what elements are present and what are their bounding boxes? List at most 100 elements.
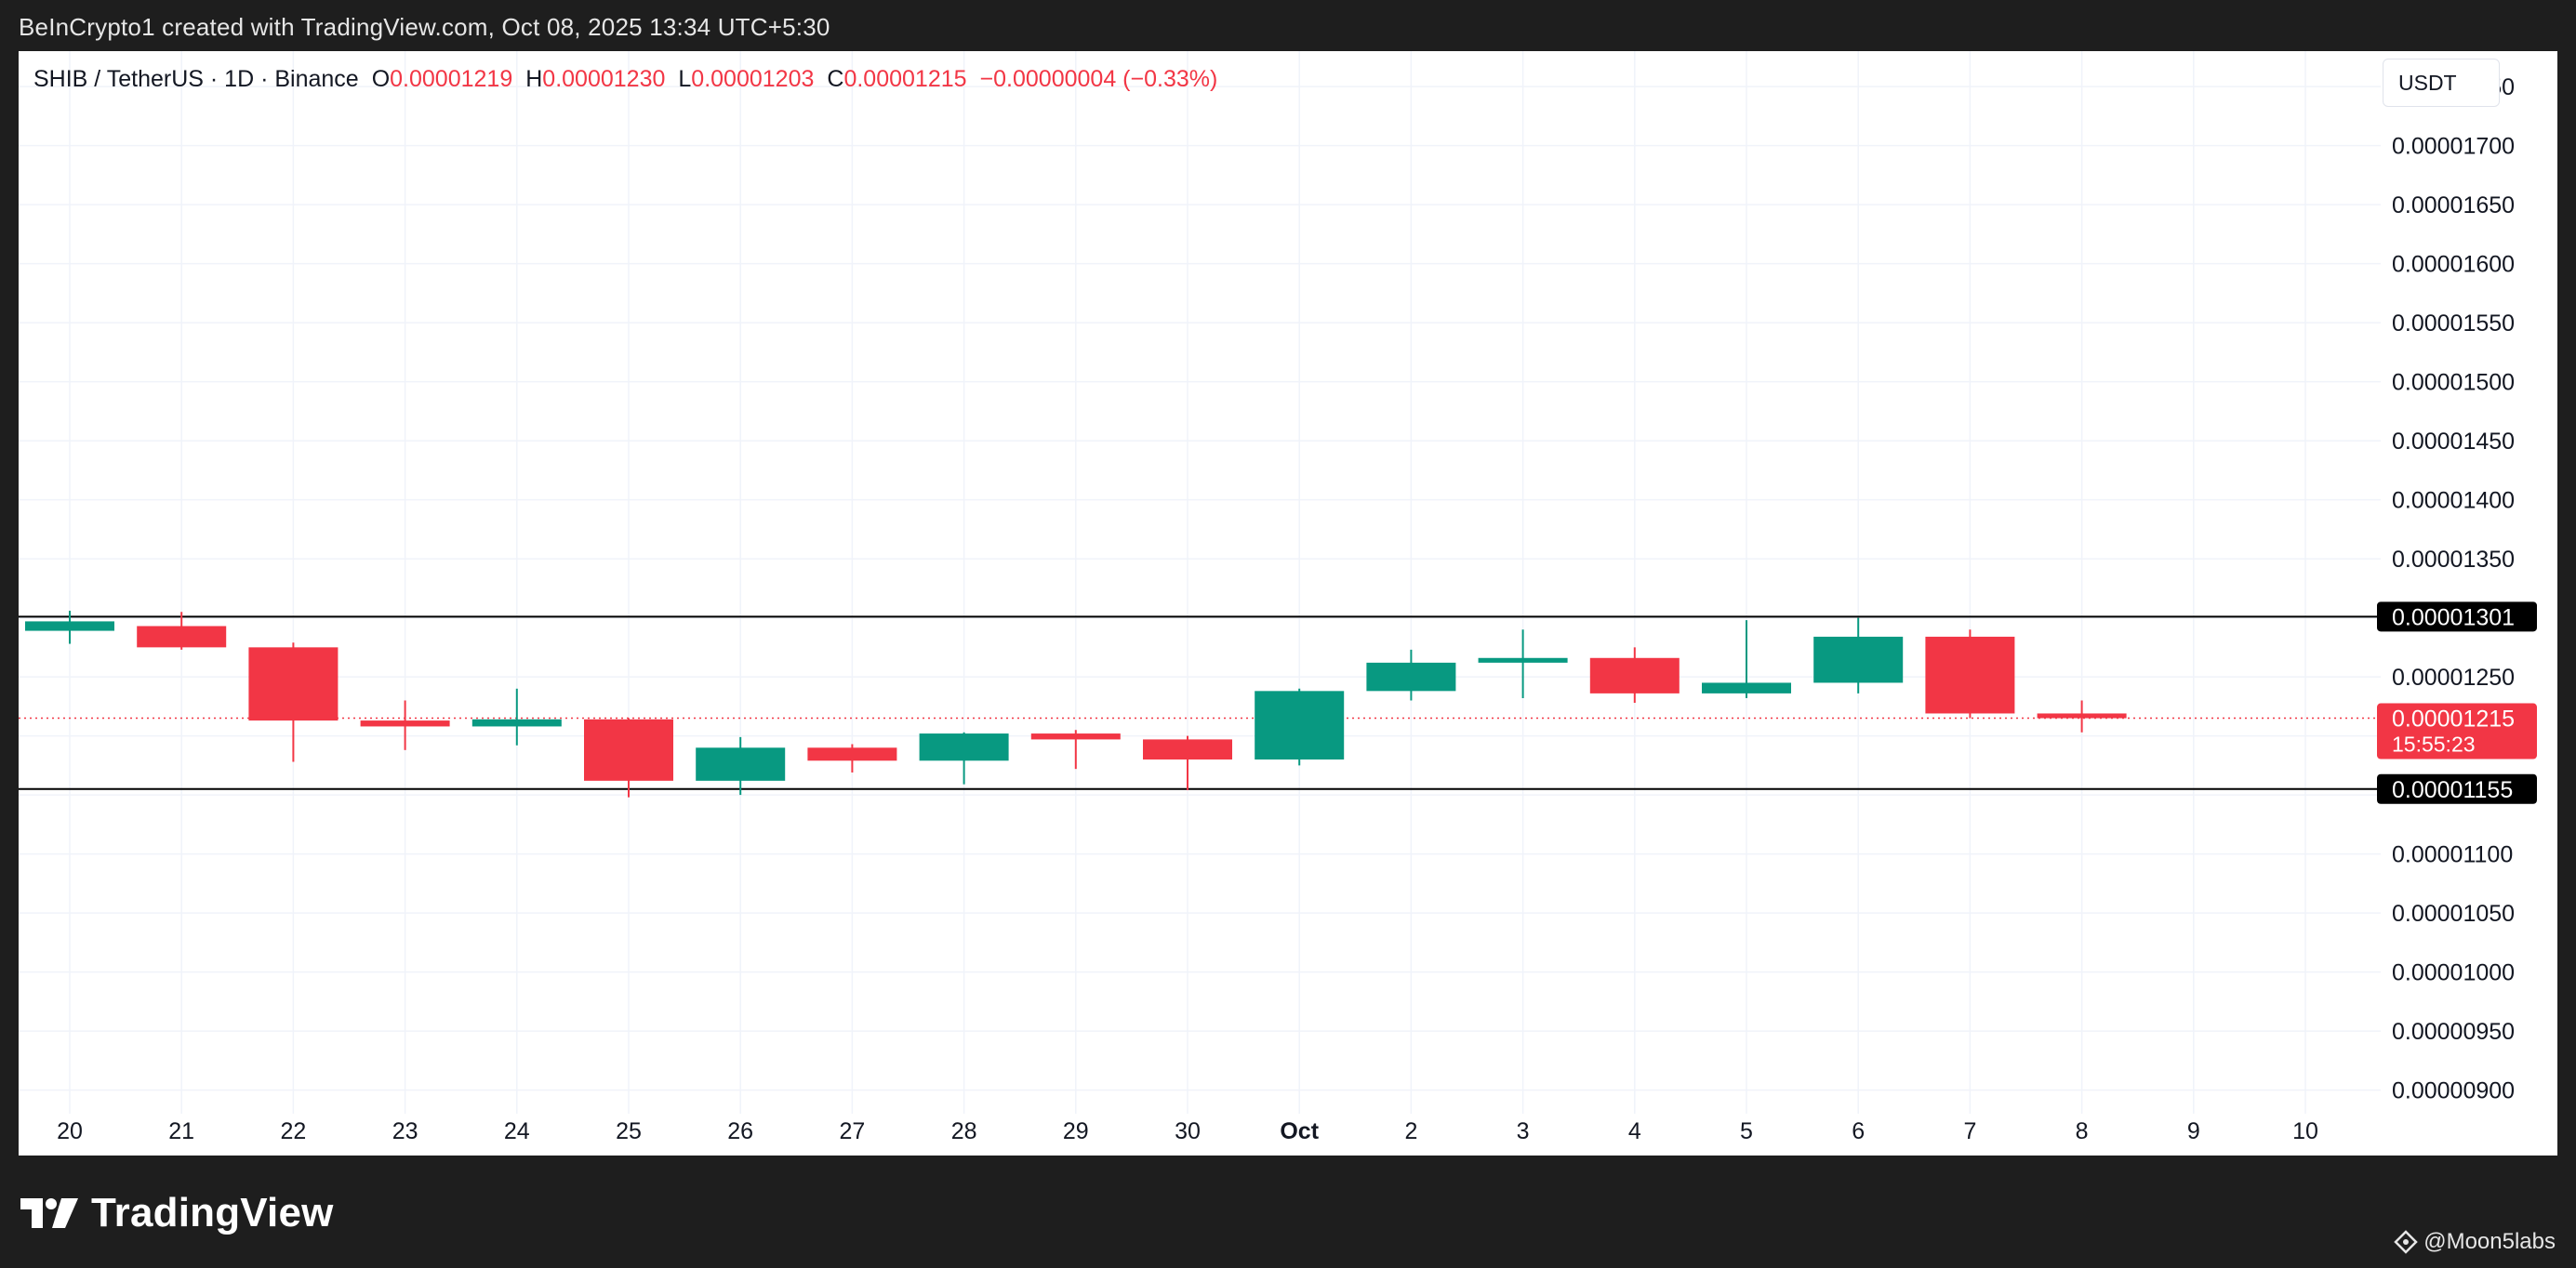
candle[interactable]	[1366, 649, 1456, 701]
candlestick-series[interactable]	[25, 610, 2127, 798]
date-tick-label: 7	[1963, 1118, 1976, 1144]
candle[interactable]	[807, 744, 897, 773]
candle[interactable]	[1030, 730, 1121, 770]
candle[interactable]	[1589, 647, 1680, 704]
price-tick-label: 0.00001700	[2392, 134, 2515, 160]
open-label: O	[371, 66, 391, 92]
candle-body[interactable]	[25, 621, 114, 631]
price-tick-label: 0.00000900	[2392, 1078, 2515, 1104]
date-tick-label: 6	[1852, 1118, 1865, 1144]
candle-body[interactable]	[1143, 739, 1232, 759]
candle-body[interactable]	[919, 733, 1009, 761]
price-chart[interactable]: 0.00000900 0.00000950 0.00001000 0.00001050…	[19, 51, 2557, 1156]
tradingview-logo-icon	[20, 1198, 78, 1228]
price-tick-label: 0.00001600	[2392, 252, 2515, 278]
candle-body[interactable]	[1255, 691, 1345, 759]
symbol-info[interactable]: SHIB / TetherUS · 1D · Binance	[33, 66, 359, 92]
candle[interactable]	[1255, 688, 1345, 766]
candle[interactable]	[1925, 629, 2015, 719]
date-tick-label: 8	[2076, 1118, 2089, 1144]
candle-body[interactable]	[1589, 657, 1680, 693]
candle-body[interactable]	[1813, 636, 1904, 683]
price-tick-label: 0.00001400	[2392, 488, 2515, 514]
candle-body[interactable]	[1702, 682, 1791, 693]
ohlc-legend: SHIB / TetherUS · 1D · Binance O0.0000121…	[33, 66, 1217, 93]
candle[interactable]	[1813, 617, 1904, 693]
candle-body[interactable]	[360, 720, 450, 727]
candle-body[interactable]	[1366, 662, 1456, 692]
date-tick-label: 29	[1063, 1118, 1089, 1144]
price-tick-label: 0.00001100	[2392, 842, 2513, 868]
date-tick-label: 30	[1175, 1118, 1201, 1144]
date-tick-label: 25	[616, 1118, 642, 1144]
tradingview-wordmark: TradingView	[91, 1190, 334, 1235]
date-tick-label: 27	[839, 1118, 865, 1144]
candle[interactable]	[25, 610, 114, 644]
candle[interactable]	[2037, 700, 2127, 733]
price-axis[interactable]: 0.00000900 0.00000950 0.00001000 0.00001050…	[2377, 74, 2537, 1104]
high-value: 0.00001230	[542, 66, 666, 92]
watermark-text: @Moon5labs	[2423, 1229, 2556, 1254]
price-tick-label: 0.00001550	[2392, 310, 2515, 337]
candle[interactable]	[360, 700, 450, 750]
date-tick-label: 24	[504, 1118, 530, 1144]
candle-body[interactable]	[471, 719, 562, 727]
candle-body[interactable]	[137, 626, 227, 648]
low-label: L	[678, 66, 692, 92]
candle[interactable]	[584, 718, 673, 798]
date-tick-label: 28	[951, 1118, 977, 1144]
time-axis[interactable]: 20 21 22 23 24 25 26 27 28 29 30 Oct 2 3 4 5 6 7 8 9 10	[57, 1118, 2318, 1144]
candle[interactable]	[1478, 629, 1568, 698]
level-price-label: 0.00001301	[2392, 604, 2515, 630]
date-tick-label: Oct	[1280, 1118, 1319, 1144]
diamond-icon	[2394, 1230, 2418, 1254]
date-tick-label: 2	[1404, 1118, 1417, 1144]
candle[interactable]	[471, 688, 562, 746]
chart-credit: BeInCrypto1 created with TradingView.com…	[19, 13, 830, 41]
price-change: −0.00000004 (−0.33%)	[979, 66, 1218, 92]
low-value: 0.00001203	[691, 66, 815, 92]
price-tick-label: 0.00001500	[2392, 370, 2515, 396]
candle-body[interactable]	[1030, 733, 1121, 740]
price-tick-label: 0.00001050	[2392, 901, 2515, 927]
candle-body[interactable]	[1925, 636, 2015, 714]
date-tick-label: 9	[2187, 1118, 2200, 1144]
price-tick-label: 0.00001350	[2392, 547, 2515, 573]
candle-body[interactable]	[696, 747, 786, 781]
price-tick-label: 0.00001000	[2392, 960, 2515, 986]
level-price-tag[interactable]	[2377, 773, 2537, 804]
close-value: 0.00001215	[843, 66, 967, 92]
horizontal-levels[interactable]	[19, 615, 2381, 790]
date-tick-label: 26	[727, 1118, 753, 1144]
candle-body[interactable]	[807, 747, 897, 761]
close-label: C	[827, 66, 844, 92]
date-tick-label: 20	[57, 1118, 83, 1144]
candle-body[interactable]	[1478, 657, 1568, 663]
date-tick-label: 21	[168, 1118, 194, 1144]
last-price-tag[interactable]	[2377, 703, 2537, 759]
price-tick-label: 0.00001250	[2392, 665, 2515, 691]
candle-body[interactable]	[584, 719, 673, 781]
candle[interactable]	[1702, 620, 1791, 698]
candle[interactable]	[248, 642, 339, 762]
tradingview-logo: TradingView	[20, 1190, 334, 1236]
date-tick-label: 22	[280, 1118, 306, 1144]
chart-panel[interactable]: 0.00000900 0.00000950 0.00001000 0.00001050…	[19, 51, 2557, 1156]
level-price-label: 0.00001155	[2392, 777, 2513, 803]
high-label: H	[525, 66, 543, 92]
candle[interactable]	[919, 732, 1009, 785]
price-tick-label: 0.00001650	[2392, 192, 2515, 218]
date-tick-label: 23	[392, 1118, 418, 1144]
candle[interactable]	[1143, 735, 1232, 791]
last-price-label: 0.00001215	[2392, 707, 2515, 733]
candle-body[interactable]	[248, 647, 339, 721]
level-price-tag[interactable]	[2377, 601, 2537, 632]
date-tick-label: 4	[1628, 1118, 1641, 1144]
candle[interactable]	[137, 612, 227, 650]
candle[interactable]	[696, 736, 786, 796]
date-tick-label: 10	[2292, 1118, 2318, 1144]
open-value: 0.00001219	[390, 66, 513, 92]
candle-body[interactable]	[2037, 713, 2127, 719]
currency-button[interactable]: USDT	[2383, 59, 2500, 107]
price-tick-label: 0.00000950	[2392, 1019, 2515, 1045]
